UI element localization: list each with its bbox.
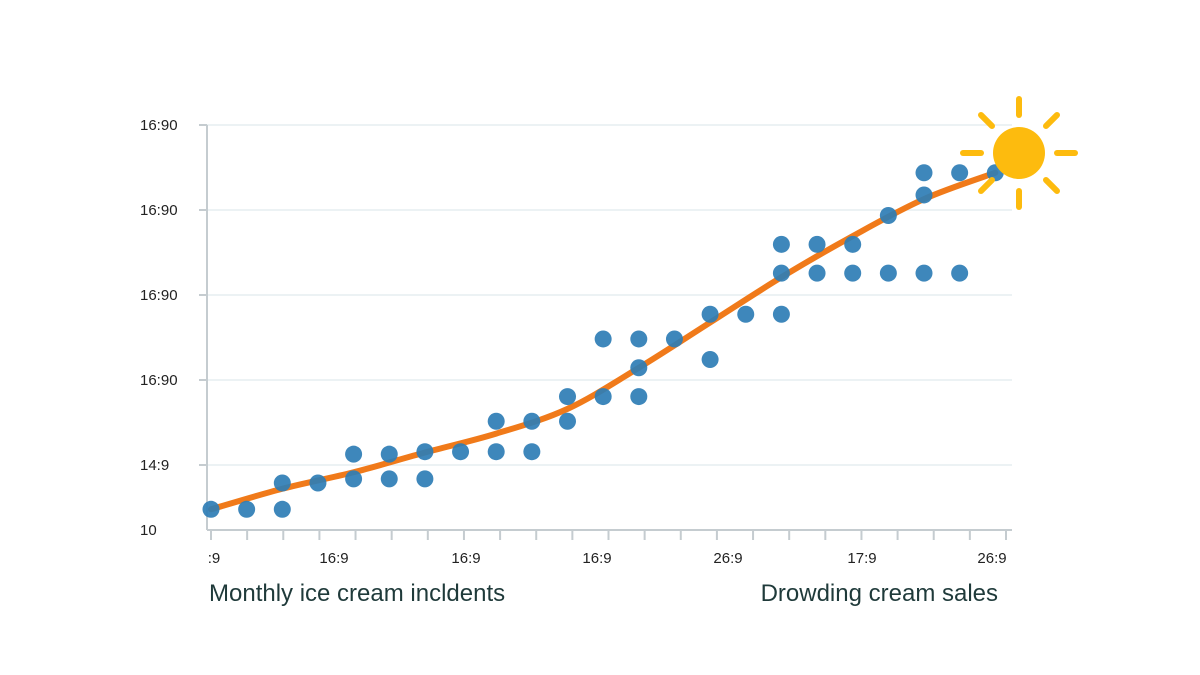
y-tick-label: 16:90 bbox=[140, 372, 178, 389]
data-point bbox=[416, 443, 434, 461]
data-point bbox=[559, 388, 577, 406]
x-tick-label: :9 bbox=[208, 550, 221, 567]
sun-icon bbox=[960, 96, 1078, 210]
data-point bbox=[202, 500, 220, 518]
data-point bbox=[345, 470, 363, 488]
data-point bbox=[844, 235, 862, 253]
data-point bbox=[665, 330, 683, 348]
data-point bbox=[273, 500, 291, 518]
data-point bbox=[309, 474, 327, 492]
data-point bbox=[915, 164, 933, 182]
data-point bbox=[630, 330, 648, 348]
data-point bbox=[345, 445, 363, 463]
x-tick-label: 16:9 bbox=[319, 550, 348, 567]
y-tick-label: 16:90 bbox=[140, 117, 178, 134]
data-point bbox=[772, 264, 790, 282]
data-point bbox=[594, 388, 612, 406]
data-point bbox=[844, 264, 862, 282]
data-point bbox=[594, 330, 612, 348]
y-tick-labels: 10 14:9 16:90 16:90 16:90 16:90 bbox=[140, 117, 207, 539]
data-point bbox=[737, 305, 755, 323]
data-point bbox=[701, 305, 719, 323]
data-point bbox=[915, 186, 933, 204]
data-point bbox=[630, 388, 648, 406]
x-tick-label: 16:9 bbox=[451, 550, 480, 567]
x-tick-label: 26:9 bbox=[977, 550, 1006, 567]
grid-lines bbox=[200, 124, 1012, 466]
data-point bbox=[452, 443, 470, 461]
x-tick-label: 16:9 bbox=[582, 550, 611, 567]
data-point bbox=[523, 412, 541, 430]
data-point bbox=[879, 207, 897, 225]
data-point bbox=[772, 235, 790, 253]
data-point bbox=[380, 470, 398, 488]
y-tick-label: 16:90 bbox=[140, 202, 178, 219]
data-point bbox=[630, 359, 648, 377]
data-point bbox=[559, 412, 577, 430]
y-tick-label: 10 bbox=[140, 522, 157, 539]
data-point bbox=[487, 443, 505, 461]
data-point bbox=[879, 264, 897, 282]
data-point bbox=[416, 470, 434, 488]
data-point bbox=[487, 412, 505, 430]
data-point bbox=[808, 235, 826, 253]
data-point bbox=[273, 474, 291, 492]
y-tick-label: 16:90 bbox=[140, 287, 178, 304]
data-point bbox=[915, 264, 933, 282]
data-point bbox=[808, 264, 826, 282]
data-point bbox=[523, 443, 541, 461]
point-series bbox=[202, 164, 1004, 518]
data-point bbox=[380, 445, 398, 463]
x-tick-label: 17:9 bbox=[847, 550, 876, 567]
data-point bbox=[951, 164, 969, 182]
axes bbox=[206, 125, 1012, 531]
y-tick-label: 14:9 bbox=[140, 457, 169, 474]
data-point bbox=[772, 305, 790, 323]
data-point bbox=[238, 500, 256, 518]
x-tick-label: 26:9 bbox=[713, 550, 742, 567]
x-tick-labels: :9 16:9 16:9 16:9 26:9 17:9 26:9 bbox=[208, 530, 1007, 567]
data-point bbox=[701, 351, 719, 369]
x-axis-label-right: Drowding cream sales bbox=[760, 580, 998, 607]
x-axis-label-left: Monthly ice cream incldents bbox=[209, 580, 506, 607]
data-point bbox=[951, 264, 969, 282]
